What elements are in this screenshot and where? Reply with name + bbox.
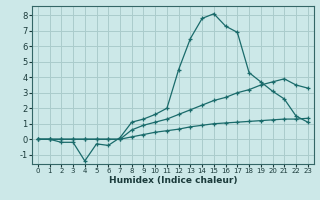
X-axis label: Humidex (Indice chaleur): Humidex (Indice chaleur) [108,176,237,185]
